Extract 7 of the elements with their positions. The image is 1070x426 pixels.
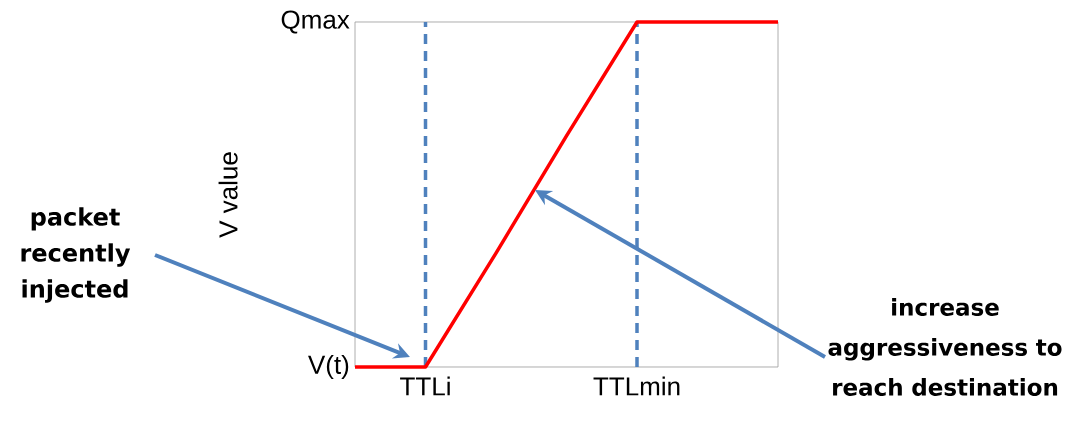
- text: packet recently injected: [21, 207, 131, 303]
- text: Qmax: [281, 10, 350, 34]
- y-axis-title: V value: [218, 152, 238, 238]
- text: V(t): [308, 354, 349, 380]
- text: increase aggressiveness to reach destination: [828, 298, 1062, 396]
- x-tick-label: TTLi: [400, 376, 450, 396]
- x-tick-label: TTLmin: [593, 376, 680, 396]
